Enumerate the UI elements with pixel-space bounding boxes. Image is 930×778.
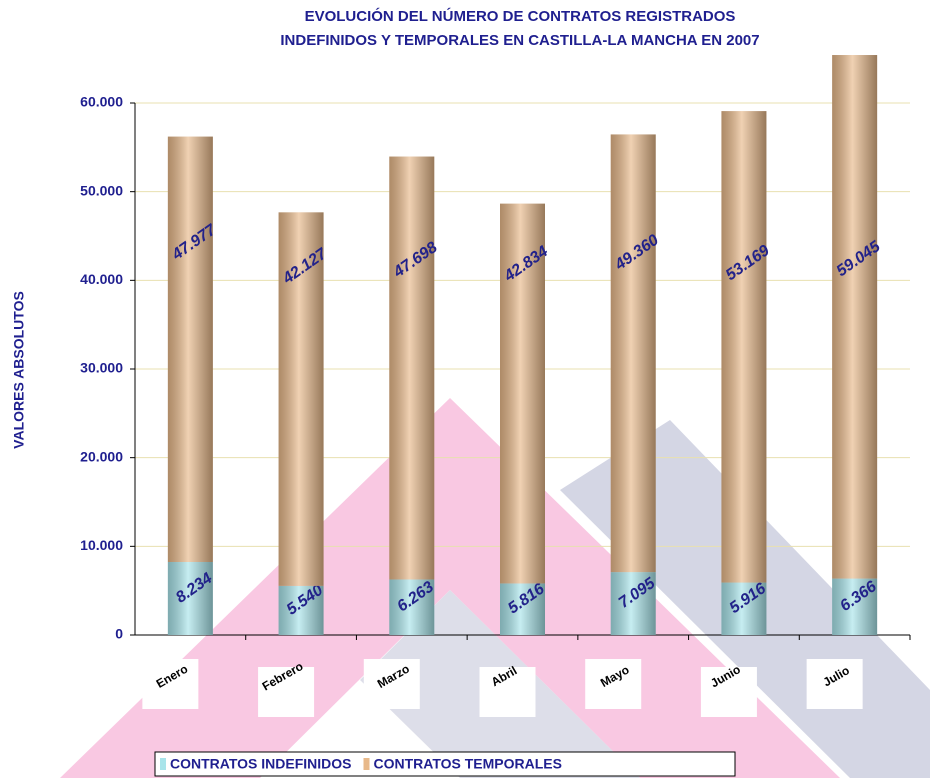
- x-tick-label-box: [363, 659, 420, 709]
- legend-label: CONTRATOS TEMPORALES: [374, 756, 563, 772]
- bar-shade: [832, 55, 878, 579]
- legend-label: CONTRATOS INDEFINIDOS: [170, 756, 352, 772]
- legend-swatch: [160, 758, 166, 770]
- y-tick-label: 50.000: [80, 182, 123, 198]
- x-tick-label-box: [700, 667, 757, 717]
- legend-box: [154, 751, 736, 777]
- bar-shade: [610, 572, 656, 635]
- chart-title: EVOLUCIÓN DEL NÚMERO DE CONTRATOS REGIST…: [305, 7, 736, 25]
- y-tick-label: 30.000: [80, 360, 123, 376]
- y-tick-label: 60.000: [80, 94, 123, 110]
- bar-shade: [832, 578, 878, 635]
- legend-swatch: [363, 758, 370, 770]
- bar-shade: [278, 212, 324, 586]
- y-axis-label: VALORES ABSOLUTOS: [11, 291, 27, 449]
- bar-shade: [167, 561, 213, 635]
- x-tick-label-box: [142, 659, 199, 709]
- bar-shade: [278, 585, 324, 635]
- y-tick-label: 20.000: [80, 448, 123, 464]
- chart-title: INDEFINIDOS Y TEMPORALES EN CASTILLA-LA …: [280, 32, 759, 49]
- bar-shade: [721, 582, 767, 635]
- bar-shade: [389, 579, 435, 635]
- x-tick-label-box: [806, 659, 863, 709]
- x-tick-label-box: [258, 667, 315, 717]
- y-tick-label: 0: [115, 626, 123, 642]
- bar-shade: [389, 156, 435, 580]
- y-tick-label: 40.000: [80, 271, 123, 287]
- bar-shade: [610, 134, 656, 573]
- bar-shade: [500, 203, 545, 584]
- bar-shade: [167, 136, 213, 562]
- bar-shade: [721, 111, 767, 583]
- y-tick-label: 10.000: [80, 537, 123, 553]
- x-tick-label-box: [479, 667, 536, 717]
- x-tick-label-box: [585, 659, 642, 709]
- bar-shade: [500, 583, 545, 635]
